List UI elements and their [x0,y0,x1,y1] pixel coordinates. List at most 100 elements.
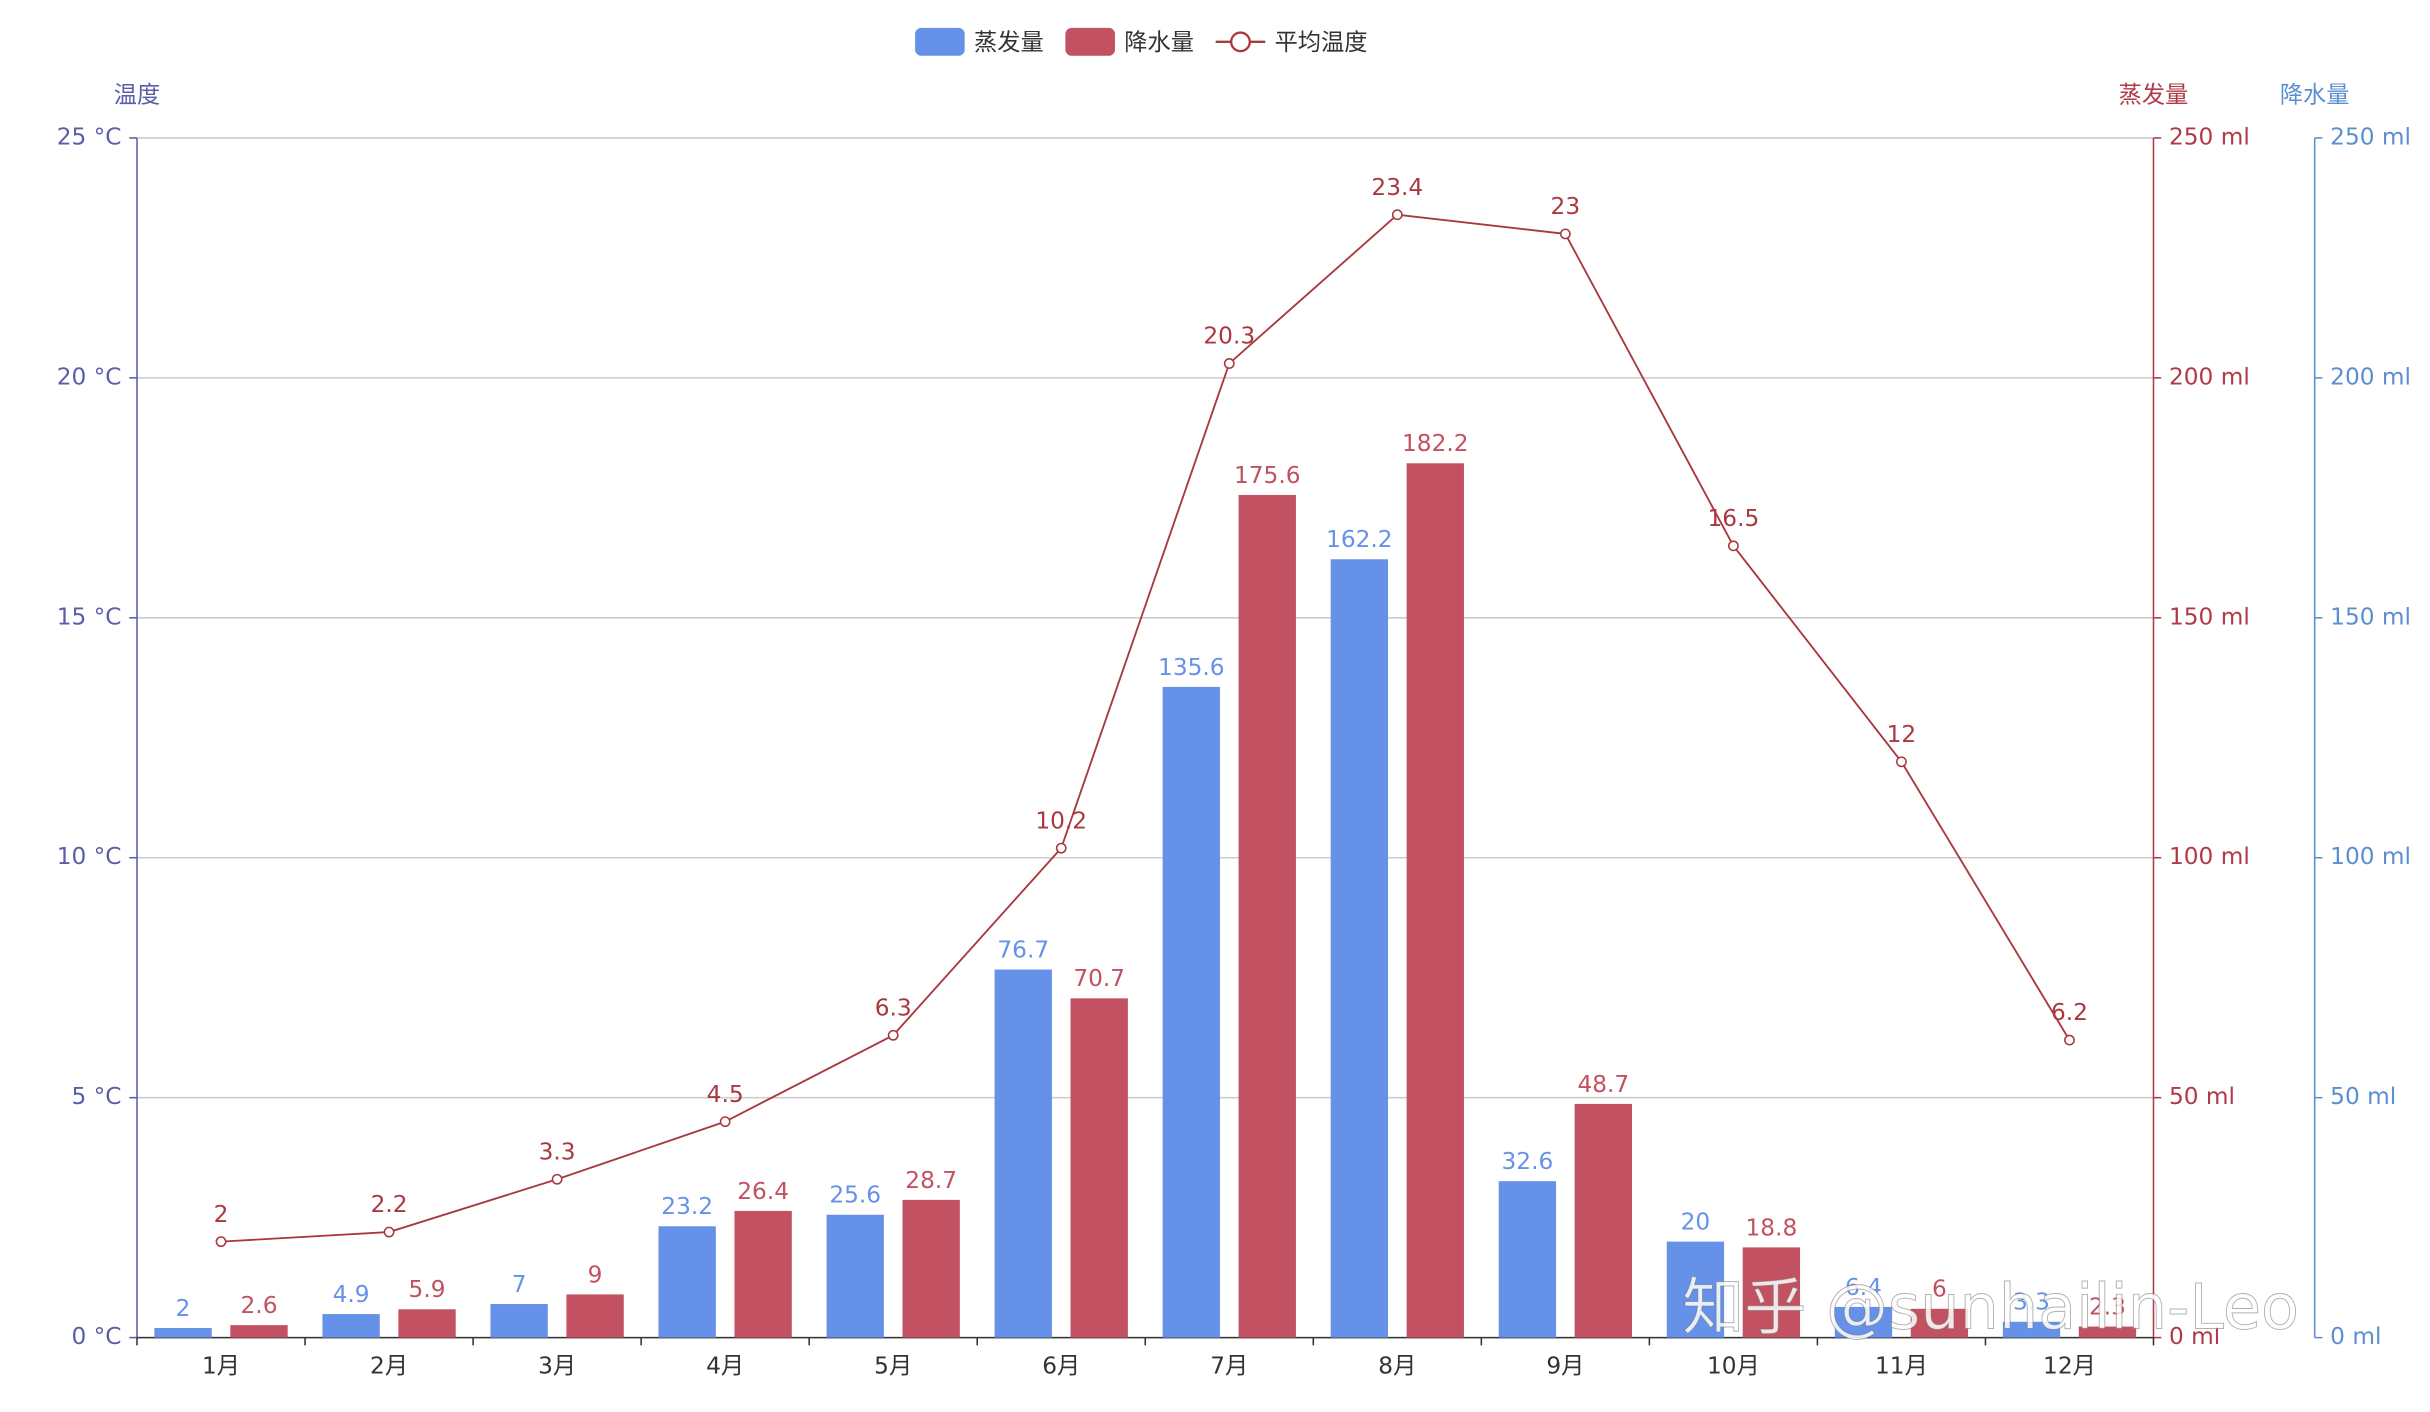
x-tick-label: 1月 [202,1353,240,1380]
bar [490,1304,548,1338]
x-tick-label: 7月 [1210,1353,1248,1380]
bar [230,1325,288,1338]
y3-axis-name: 降水量 [2280,82,2350,109]
x-tick-label: 10月 [1707,1353,1760,1380]
legend-label: 降水量 [1124,29,1194,56]
bar [1742,1247,1801,1338]
bar-value-label: 5.9 [409,1276,446,1303]
bar [322,1314,380,1338]
x-tick-label: 8月 [1378,1353,1416,1380]
line-value-label: 12 [1887,721,1917,748]
bar [2002,1321,2061,1338]
line-value-label: 3.3 [539,1138,576,1165]
x-tick-label: 6月 [1042,1353,1080,1380]
y2-tick-label: 0 ml [2169,1323,2220,1350]
y3-tick-label: 250 ml [2330,123,2411,150]
y-tick-label: 10 °C [57,843,122,870]
line-point [1391,209,1403,221]
bar-value-label: 28.7 [905,1167,957,1194]
line-value-label: 4.5 [707,1081,744,1108]
bar-value-label: 175.6 [1234,462,1301,489]
legend-swatch [1230,31,1251,53]
bar [1834,1306,1893,1338]
bar-value-label: 25.6 [829,1182,881,1209]
y-tick-label: 25 °C [57,123,122,150]
y2-tick-label: 250 ml [2169,123,2250,150]
y2-tick-label: 200 ml [2169,363,2250,390]
bar-value-label: 135.6 [1158,654,1225,681]
bar-value-label: 9 [588,1261,603,1288]
bar-value-label: 26.4 [737,1178,789,1205]
watermark: 知乎 @sunhailin-Leo [1682,1270,2299,1343]
bar-value-label: 6.4 [1845,1274,1882,1301]
legend-item: 蒸发量 [915,27,1044,56]
line-value-label: 6.2 [2051,999,2088,1026]
bar-value-label: 48.7 [1577,1071,1629,1098]
line-point [1223,358,1235,369]
x-tick-label: 2月 [370,1353,408,1380]
bar-value-label: 162.2 [1326,526,1393,553]
legend-item: 降水量 [1065,27,1194,56]
line-value-label: 6.3 [875,994,912,1021]
bar-value-label: 182.2 [1402,430,1469,457]
bar [398,1309,456,1338]
x-tick-label: 12月 [2043,1353,2096,1380]
bar [902,1199,960,1338]
bar [994,969,1052,1338]
bar [826,1214,884,1338]
line-value-label: 10.2 [1035,807,1087,834]
y-tick-label: 15 °C [57,603,122,630]
y2-axis-name: 蒸发量 [2119,82,2189,109]
legend-label: 蒸发量 [974,29,1044,56]
bar [2078,1326,2137,1338]
bar-value-label: 2.6 [241,1292,278,1319]
line-point [719,1116,731,1128]
line-point [2064,1034,2075,1046]
x-tick-label: 5月 [874,1353,912,1380]
bar-value-label: 3.3 [2013,1289,2050,1316]
y2-tick-label: 150 ml [2169,603,2250,630]
line-value-label: 16.5 [1708,505,1760,532]
bar [1910,1308,1969,1338]
line-value-label: 23 [1551,193,1581,220]
y3-tick-label: 150 ml [2330,603,2411,630]
bar [566,1294,624,1338]
bar-value-label: 6 [1932,1276,1947,1303]
bar [1070,998,1128,1338]
bar-value-label: 76.7 [997,936,1049,963]
bar [1574,1103,1632,1338]
bar-value-label: 23.2 [661,1193,713,1220]
line-series [220,213,2071,1243]
legend-swatch [915,27,965,56]
legend-swatch [1065,27,1115,56]
y-tick-label: 0 °C [71,1323,121,1350]
x-tick-label: 9月 [1546,1353,1584,1380]
bar [1238,494,1296,1338]
legend-item: 平均温度 [1215,29,1368,56]
bar [1406,463,1464,1338]
bar [734,1210,792,1338]
bar-value-label: 20 [1681,1209,1711,1236]
bar [1162,686,1220,1338]
line-point [887,1029,899,1041]
line-value-label: 2 [214,1201,229,1228]
y3-tick-label: 50 ml [2330,1083,2396,1110]
bar-value-label: 4.9 [333,1281,370,1308]
legend-label: 平均温度 [1275,29,1368,56]
line-value-label: 2.2 [371,1191,408,1218]
bar [1498,1181,1557,1338]
y3-tick-label: 0 ml [2330,1323,2381,1350]
bar-value-label: 2 [176,1295,191,1322]
bar [1666,1241,1725,1338]
y3-tick-label: 100 ml [2330,843,2411,870]
y-tick-label: 5 °C [71,1083,121,1110]
y-axis-name: 温度 [114,82,160,109]
bar-value-label: 70.7 [1073,965,1125,992]
line-point [1559,228,1571,240]
line-value-label: 20.3 [1203,323,1255,350]
line-point [215,1236,227,1248]
bar [658,1226,716,1338]
bar-value-label: 32.6 [1502,1148,1554,1175]
y-tick-label: 20 °C [57,363,122,390]
bar-value-label: 18.8 [1745,1214,1797,1241]
